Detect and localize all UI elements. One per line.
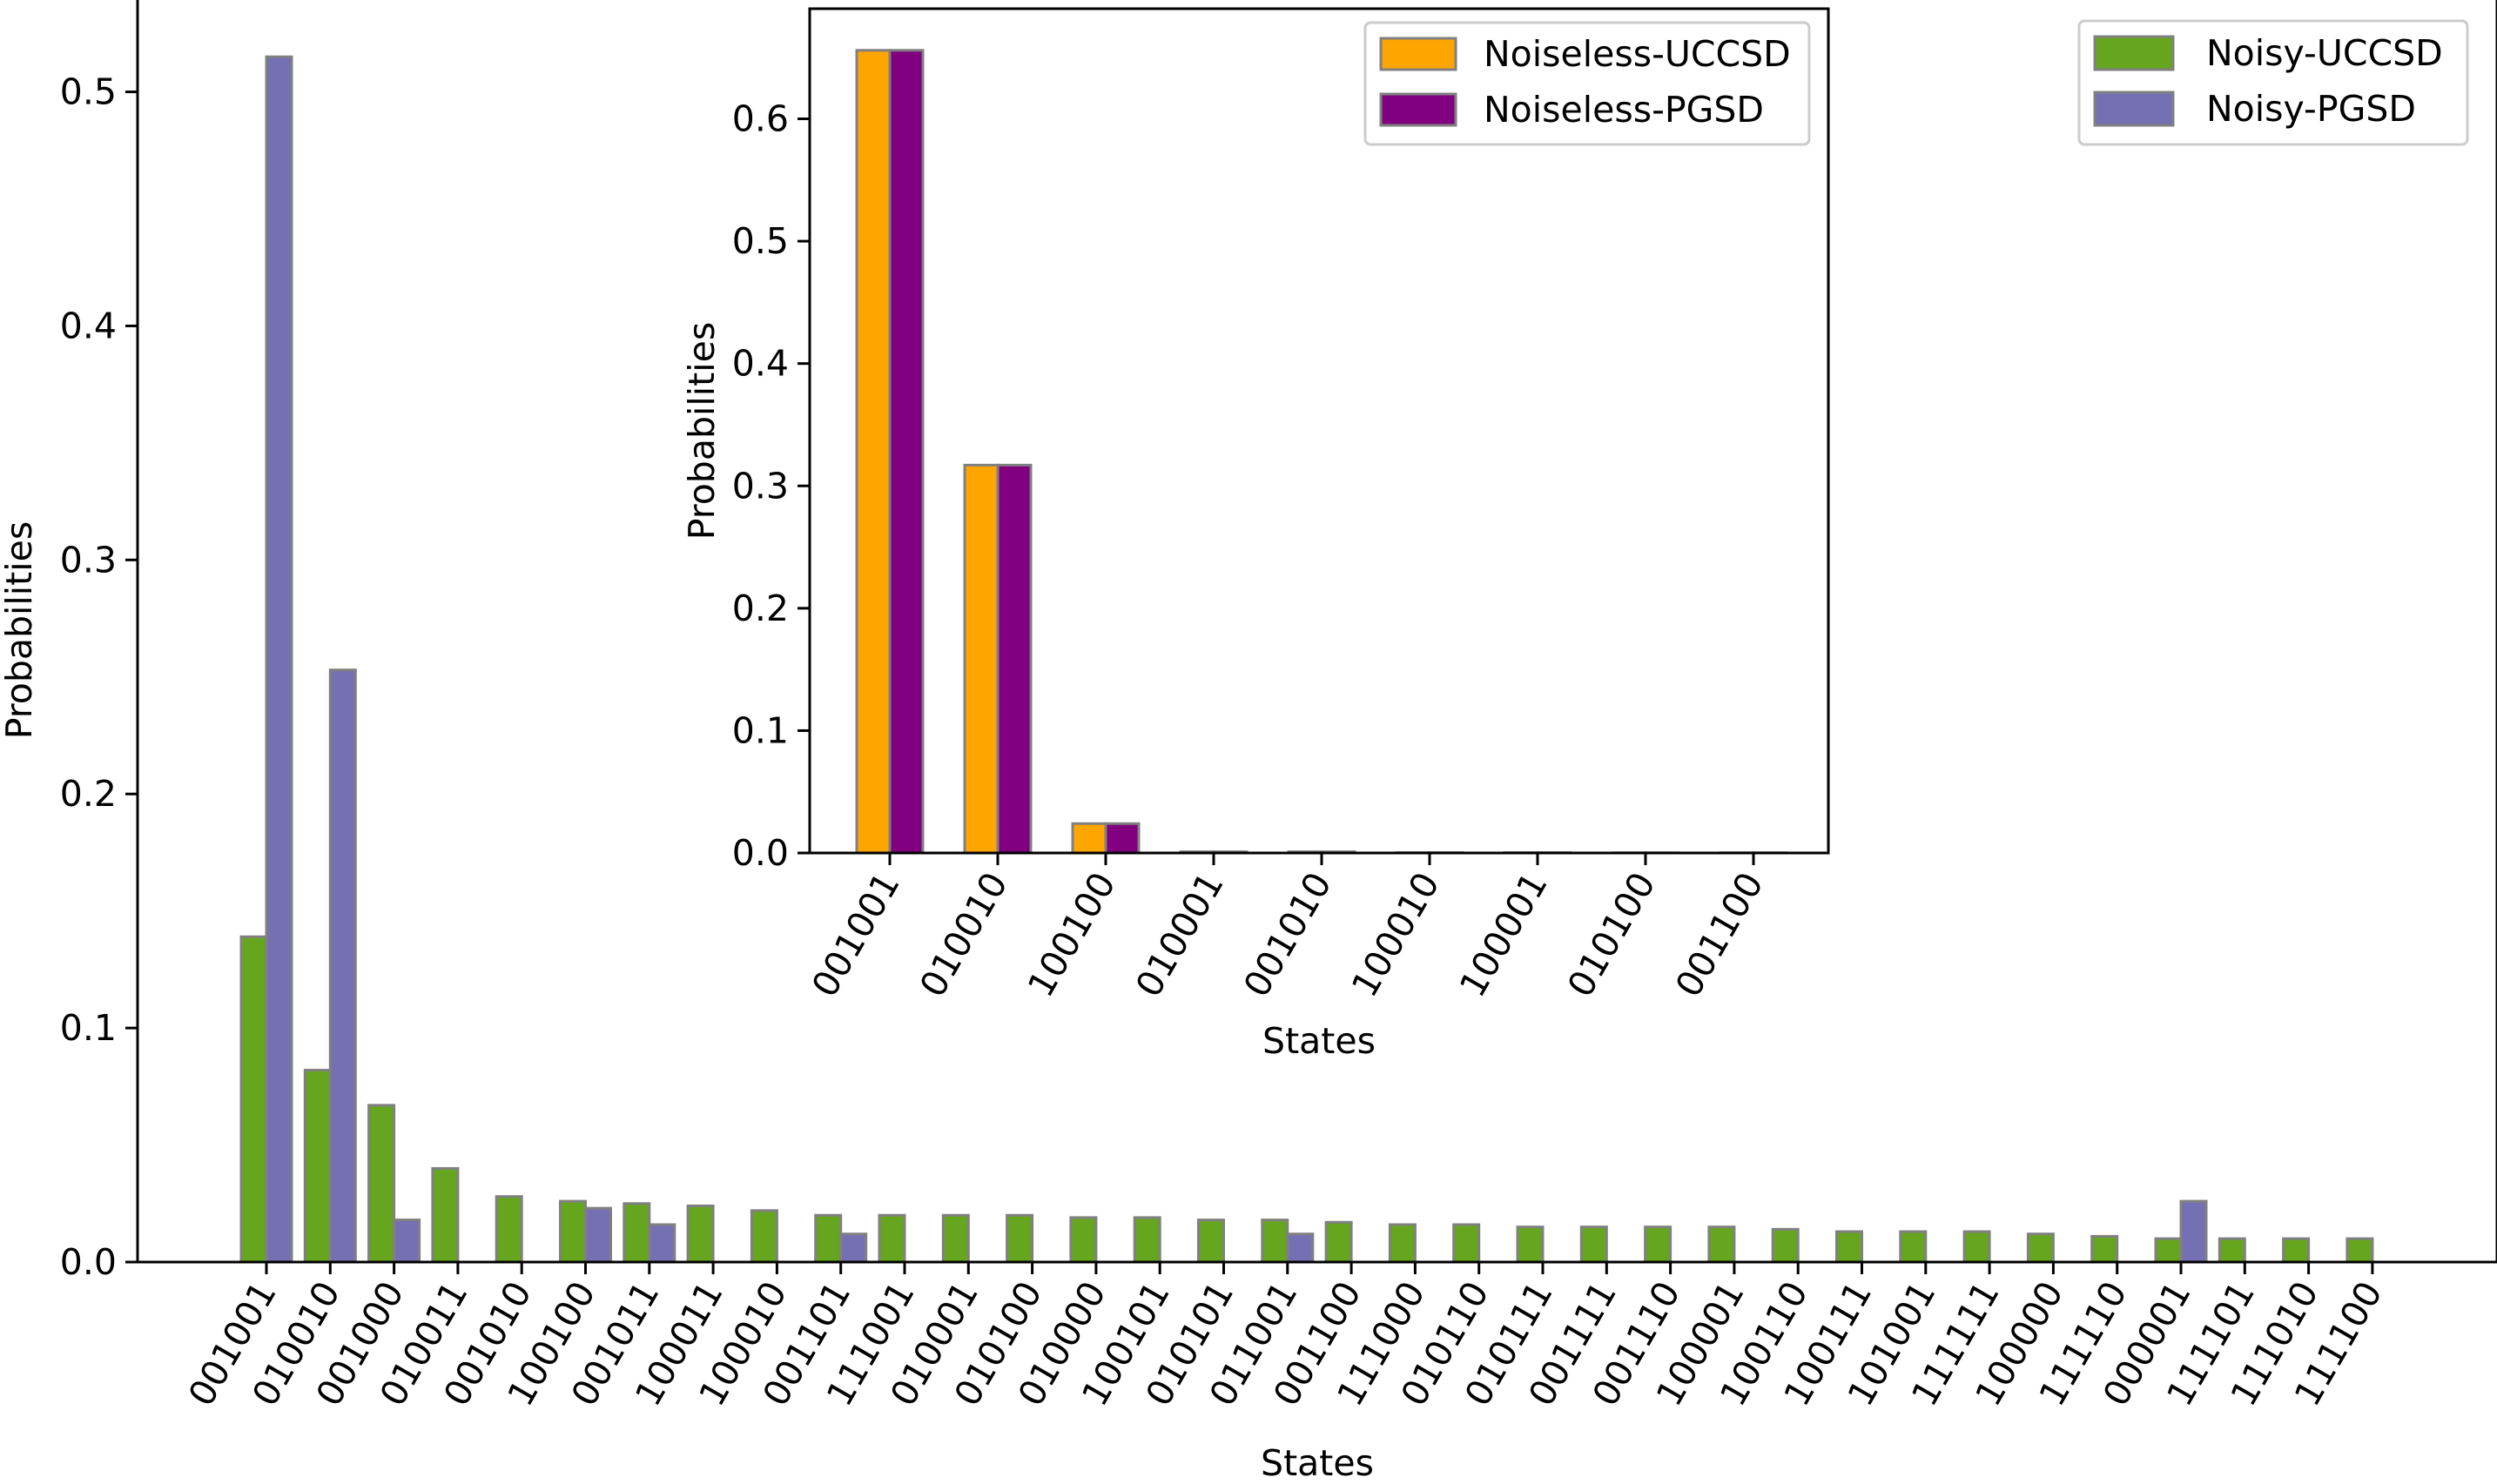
inset-ytick-label: 0.6 [732,98,789,140]
main-bar-noisy-pgsd-001011 [648,1223,676,1264]
main-x-axis-label: States [1261,1442,1374,1484]
inset-legend-label-noiseless-uccsd: Noiseless-UCCSD [1484,33,1791,75]
main-bar-noisy-uccsd-001110 [1644,1225,1673,1264]
inset-ytick-label: 0.5 [732,220,789,262]
main-bar-noisy-uccsd-100100 [559,1199,587,1264]
main-bar-noisy-pgsd-011001 [1286,1232,1315,1264]
inset-legend-label-noiseless-pgsd: Noiseless-PGSD [1484,89,1764,131]
main-legend-label-noisy-pgsd: Noisy-PGSD [2206,88,2416,130]
inset-ytick-label: 0.4 [732,343,789,385]
main-ytick-label: 0.5 [60,71,117,113]
main-ytick-label: 0.0 [60,1241,117,1283]
main-bar-noisy-uccsd-010010 [303,1069,332,1264]
main-bar-noisy-pgsd-000001 [2179,1199,2208,1264]
inset-bar-noiseless-uccsd-100100 [1071,822,1107,855]
main-bar-noisy-uccsd-001100 [1324,1220,1353,1264]
main-bar-noisy-uccsd-100101 [1133,1216,1161,1264]
main-bar-noisy-uccsd-111101 [2218,1237,2246,1264]
inset-bar-noiseless-uccsd-010010 [963,463,999,855]
main-bar-noisy-uccsd-100011 [686,1204,715,1264]
main-legend-swatch-noisy-pgsd [2093,91,2175,127]
inset-ytick-label: 0.0 [732,832,789,874]
main-bar-noisy-uccsd-001101 [814,1213,843,1264]
main-ytick-label: 0.3 [60,539,117,581]
main-bar-noisy-uccsd-011001 [1261,1219,1289,1264]
inset-x-axis-label: States [1262,1020,1376,1062]
main-bar-noisy-uccsd-001001 [239,935,268,1264]
main-bar-noisy-uccsd-010101 [1197,1219,1225,1264]
main-bar-noisy-pgsd-001101 [839,1232,868,1264]
main-bar-noisy-uccsd-100001 [1707,1225,1736,1264]
inset-bar-noiseless-pgsd-100100 [1104,822,1141,855]
main-bar-noisy-uccsd-101001 [1899,1230,1928,1264]
main-ytick-label: 0.1 [60,1007,117,1049]
main-bar-noisy-uccsd-111110 [2090,1234,2119,1264]
main-bar-noisy-pgsd-010010 [328,668,357,1264]
main-bar-noisy-uccsd-010000 [1069,1216,1098,1264]
main-legend-swatch-noisy-uccsd [2093,35,2175,71]
main-bar-noisy-uccsd-111111 [1962,1230,1991,1264]
inset-legend-box [1363,21,1811,146]
main-bar-noisy-uccsd-100110 [1771,1227,1800,1264]
main-legend-label-noisy-uccsd: Noisy-UCCSD [2206,32,2443,74]
main-axes-frame [136,0,2497,1264]
main-bar-noisy-uccsd-111100 [2346,1237,2374,1264]
main-ytick-label: 0.4 [60,305,117,346]
main-legend-box [2077,19,2469,146]
main-ytick-label: 0.2 [60,773,117,815]
main-bar-noisy-uccsd-100000 [2026,1232,2055,1264]
main-bar-noisy-uccsd-010011 [431,1166,460,1264]
main-bar-noisy-uccsd-010111 [1516,1225,1545,1264]
main-bar-noisy-uccsd-001010 [495,1195,523,1264]
main-bar-noisy-uccsd-010001 [941,1213,970,1264]
main-bar-noisy-uccsd-100010 [750,1209,778,1264]
inset-ytick-label: 0.1 [732,709,789,751]
inset-legend-swatch-noiseless-uccsd [1379,37,1457,71]
main-bar-noisy-uccsd-001011 [623,1202,651,1264]
main-y-axis-label: Probabilities [0,521,40,739]
inset-bar-noiseless-pgsd-001001 [888,49,925,855]
main-bar-noisy-uccsd-010100 [1006,1213,1034,1264]
main-bar-noisy-uccsd-100111 [1835,1230,1863,1264]
main-bar-noisy-uccsd-111010 [2282,1237,2311,1264]
inset-ytick-label: 0.2 [732,588,789,629]
inset-axes-frame [808,7,1830,855]
main-bar-noisy-pgsd-001001 [265,55,293,1264]
main-bar-noisy-pgsd-100100 [584,1206,612,1264]
inset-bar-noiseless-pgsd-010010 [996,463,1033,855]
main-bar-noisy-uccsd-111001 [878,1213,906,1264]
main-bar-noisy-uccsd-111000 [1388,1223,1417,1264]
inset-legend-swatch-noiseless-pgsd [1379,92,1457,127]
inset-y-axis-label: Probabilities [681,322,723,540]
main-bar-noisy-uccsd-010110 [1452,1223,1481,1264]
main-bar-noisy-uccsd-001000 [367,1104,396,1264]
main-bar-noisy-pgsd-001000 [393,1219,421,1264]
inset-ytick-label: 0.3 [732,465,789,507]
main-bar-noisy-uccsd-000001 [2154,1237,2183,1264]
inset-bar-noiseless-uccsd-001001 [855,49,892,855]
main-bar-noisy-uccsd-001111 [1579,1225,1608,1264]
